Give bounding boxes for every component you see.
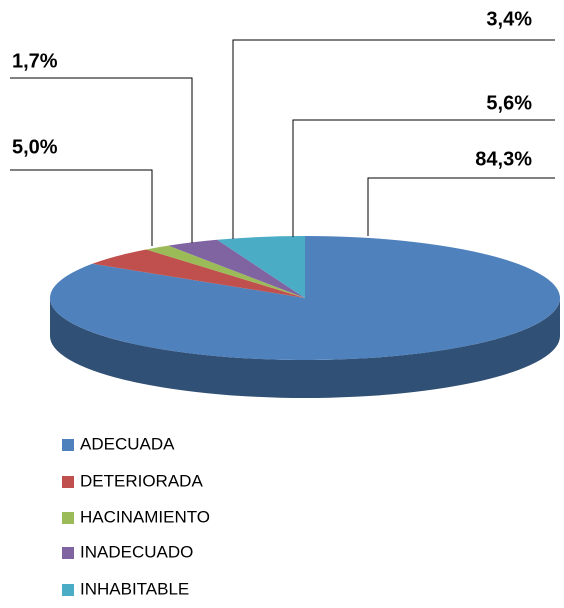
- legend-label: INHABITABLE: [80, 579, 189, 598]
- leader-line: [10, 169, 153, 246]
- legend-swatch: [62, 439, 74, 451]
- data-label: 3,4%: [486, 8, 532, 30]
- legend-swatch: [62, 547, 74, 559]
- data-label: 5,6%: [486, 92, 532, 114]
- legend-label: ADECUADA: [80, 434, 175, 453]
- leader-line: [367, 177, 555, 236]
- data-label: 84,3%: [475, 148, 532, 170]
- legend-swatch: [62, 512, 74, 524]
- legend-label: HACINAMIENTO: [80, 507, 210, 526]
- slice: [92, 249, 305, 298]
- slice: [168, 239, 305, 298]
- slice: [49, 236, 560, 360]
- leader-line: [10, 77, 193, 243]
- slice: [217, 236, 305, 298]
- data-label: 5,0%: [12, 136, 58, 158]
- slice-side: [50, 298, 560, 398]
- data-label: 1,7%: [12, 50, 58, 72]
- legend-swatch: [62, 584, 74, 596]
- legend-label: INADECUADO: [80, 542, 193, 561]
- leader-line: [292, 119, 555, 237]
- leader-line: [232, 39, 555, 239]
- legend-label: DETERIORADA: [80, 471, 203, 490]
- legend-swatch: [62, 476, 74, 488]
- slice: [146, 245, 305, 298]
